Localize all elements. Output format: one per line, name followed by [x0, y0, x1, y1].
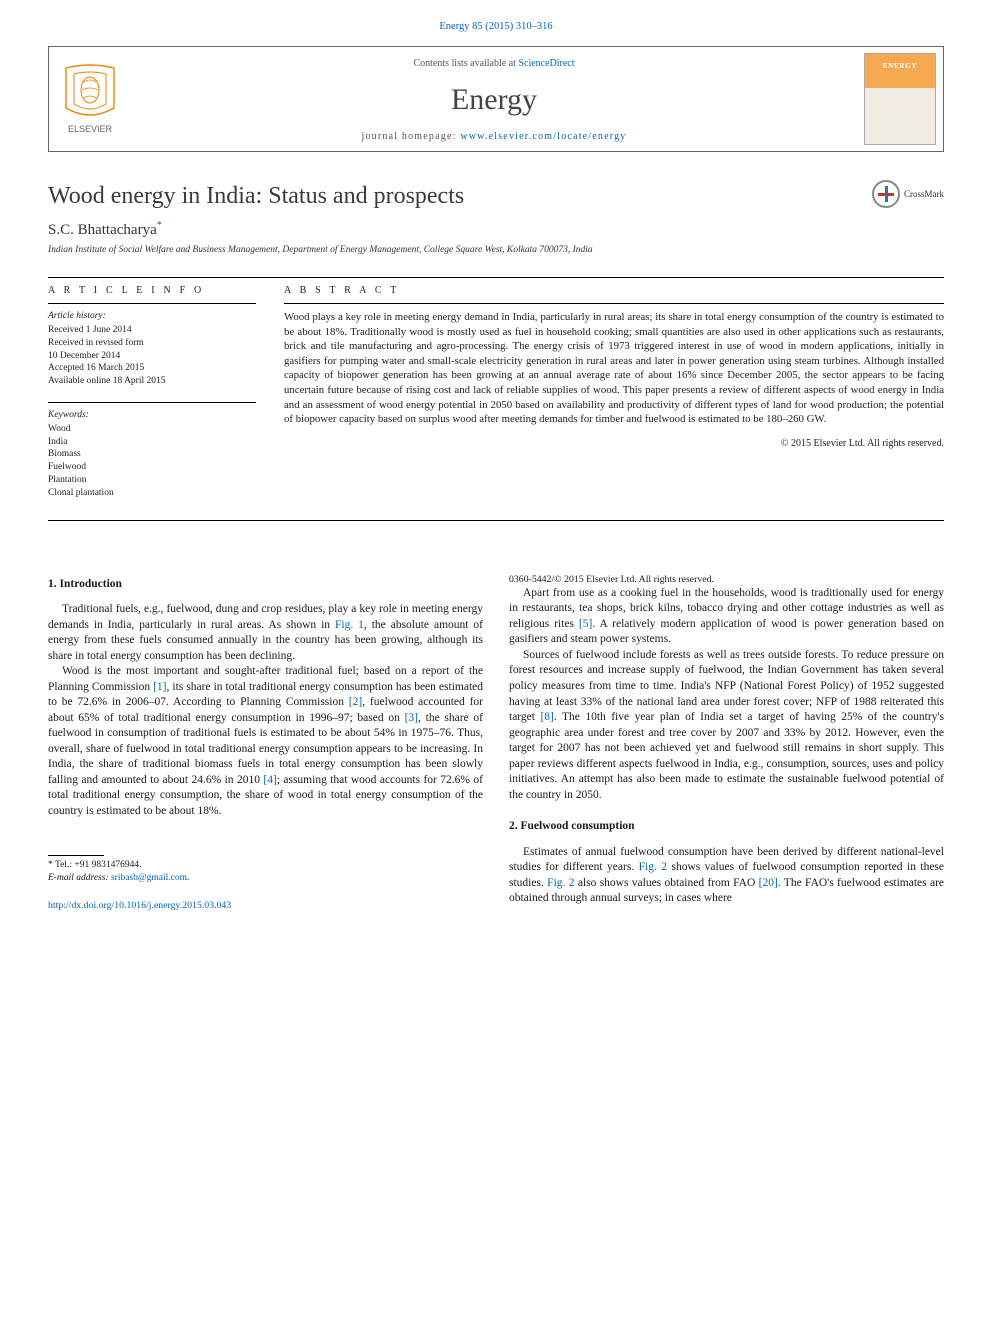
journal-homepage-line: journal homepage: www.elsevier.com/locat…	[137, 130, 851, 144]
doi-link[interactable]: http://dx.doi.org/10.1016/j.energy.2015.…	[48, 900, 231, 911]
section-heading-fuelwood: 2. Fuelwood consumption	[509, 819, 944, 835]
history-line: 10 December 2014	[48, 350, 256, 363]
authors-line: S.C. Bhattacharya*	[48, 219, 944, 240]
body-paragraph: Apart from use as a cooking fuel in the …	[509, 586, 944, 648]
crossmark-badge[interactable]: CrossMark	[872, 180, 944, 208]
citation-ref-link[interactable]: [3]	[405, 712, 418, 724]
footnote-rule	[48, 855, 104, 856]
body-paragraph: Wood is the most important and sought-af…	[48, 664, 483, 819]
citation-ref-link[interactable]: [5]	[579, 618, 592, 630]
citation-ref-link[interactable]: [4]	[263, 774, 276, 786]
history-line: Received in revised form	[48, 337, 256, 350]
journal-homepage-link[interactable]: www.elsevier.com/locate/energy	[460, 131, 626, 142]
tel-label: * Tel.:	[48, 860, 74, 870]
affiliation: Indian Institute of Social Welfare and B…	[48, 244, 944, 257]
body-paragraph: Estimates of annual fuelwood consumption…	[509, 845, 944, 907]
body-paragraph: Sources of fuelwood include forests as w…	[509, 648, 944, 803]
citation-ref-link[interactable]: [1]	[153, 681, 166, 693]
keyword: Wood	[48, 423, 256, 436]
corresponding-email-line: E-mail address: sribasb@gmail.com.	[48, 872, 483, 885]
abstract-copyright: © 2015 Elsevier Ltd. All rights reserved…	[284, 437, 944, 451]
keyword: Plantation	[48, 474, 256, 487]
citation-ref-link[interactable]: [8]	[540, 711, 553, 723]
homepage-prefix: journal homepage:	[361, 131, 460, 142]
article-info-rule	[48, 303, 256, 304]
body-two-column: 1. Introduction Traditional fuels, e.g.,…	[48, 573, 944, 913]
top-citation: Energy 85 (2015) 310–316	[48, 20, 944, 34]
contents-lists-line: Contents lists available at ScienceDirec…	[137, 57, 851, 71]
author-name: S.C. Bhattacharya	[48, 222, 157, 238]
journal-cover-title: ENERGY	[865, 62, 935, 71]
journal-cover-cell: ENERGY	[857, 47, 943, 151]
journal-header-box: ELSEVIER Contents lists available at Sci…	[48, 46, 944, 152]
crossmark-icon	[872, 180, 900, 208]
email-link[interactable]: sribasb@gmail.com	[111, 873, 187, 883]
journal-name: Energy	[137, 80, 851, 121]
history-line: Accepted 16 March 2015	[48, 362, 256, 375]
article-info-heading: A R T I C L E I N F O	[48, 284, 256, 298]
abstract-rule	[284, 303, 944, 304]
text-run: also shows values obtained from FAO	[574, 877, 758, 889]
crossmark-label: CrossMark	[904, 188, 944, 200]
footnote-block: * Tel.: +91 9831476944. E-mail address: …	[48, 855, 483, 885]
contents-prefix: Contents lists available at	[413, 58, 518, 69]
issn-copyright-line: 0360-5442/© 2015 Elsevier Ltd. All right…	[509, 573, 944, 586]
figure-ref-link[interactable]: Fig. 1	[335, 619, 364, 631]
sciencedirect-link[interactable]: ScienceDirect	[518, 58, 574, 69]
abstract-column: A B S T R A C T Wood plays a key role in…	[284, 284, 944, 514]
keyword: India	[48, 436, 256, 449]
abstract-text: Wood plays a key role in meeting energy …	[284, 310, 944, 427]
keywords-block: Keywords: Wood India Biomass Fuelwood Pl…	[48, 409, 256, 500]
article-info-column: A R T I C L E I N F O Article history: R…	[48, 284, 256, 514]
author-corresponding-mark: *	[157, 220, 162, 231]
abstract-heading: A B S T R A C T	[284, 284, 944, 298]
journal-header-center: Contents lists available at ScienceDirec…	[131, 47, 857, 151]
elsevier-logo: ELSEVIER	[56, 60, 124, 138]
meta-bottom-rule	[48, 520, 944, 521]
keyword: Clonal plantation	[48, 487, 256, 500]
section-heading-introduction: 1. Introduction	[48, 577, 483, 593]
svg-text:ELSEVIER: ELSEVIER	[68, 124, 113, 134]
citation-ref-link[interactable]: [20]	[759, 877, 778, 889]
publisher-logo-cell: ELSEVIER	[49, 47, 131, 151]
title-row: Wood energy in India: Status and prospec…	[48, 180, 944, 212]
keywords-label: Keywords:	[48, 409, 256, 422]
corresponding-tel: * Tel.: +91 9831476944.	[48, 859, 483, 872]
citation-ref-link[interactable]: [2]	[349, 696, 362, 708]
article-history-label: Article history:	[48, 310, 256, 323]
text-run: .	[187, 873, 189, 883]
email-label: E-mail address:	[48, 873, 111, 883]
tel-value: +91 9831476944.	[74, 860, 141, 870]
figure-ref-link[interactable]: Fig. 2	[547, 877, 574, 889]
body-paragraph: Traditional fuels, e.g., fuelwood, dung …	[48, 602, 483, 664]
journal-cover-thumbnail: ENERGY	[864, 53, 936, 145]
article-history-block: Article history: Received 1 June 2014 Re…	[48, 310, 256, 388]
article-title: Wood energy in India: Status and prospec…	[48, 180, 858, 212]
meta-top-rule	[48, 277, 944, 278]
text-run: . The 10th five year plan of India set a…	[509, 711, 944, 801]
figure-ref-link[interactable]: Fig. 2	[639, 861, 667, 873]
meta-abstract-row: A R T I C L E I N F O Article history: R…	[48, 284, 944, 514]
history-line: Available online 18 April 2015	[48, 375, 256, 388]
keywords-rule	[48, 402, 256, 403]
keyword: Fuelwood	[48, 461, 256, 474]
keyword: Biomass	[48, 448, 256, 461]
history-line: Received 1 June 2014	[48, 324, 256, 337]
